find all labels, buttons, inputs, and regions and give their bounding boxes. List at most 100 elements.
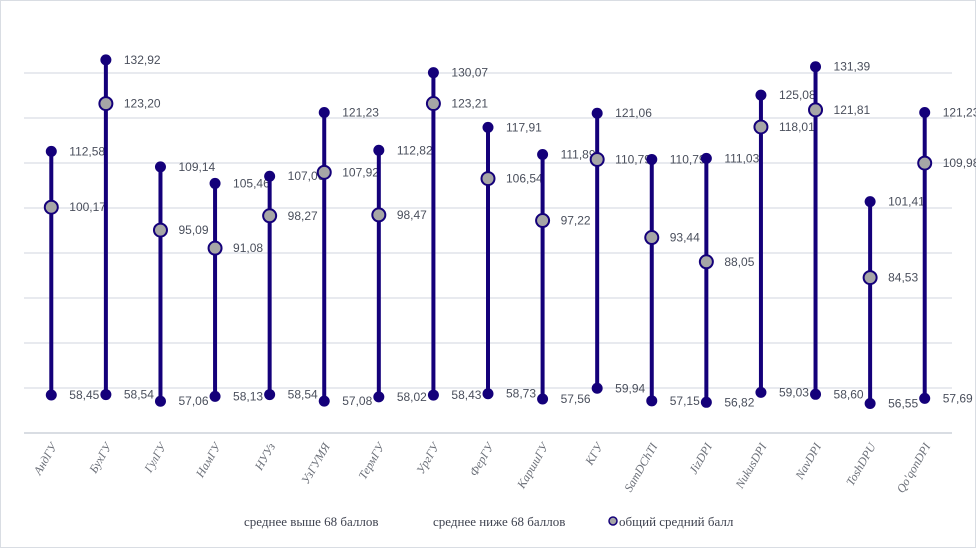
data-label-high: 110,79: [670, 152, 706, 166]
x-tick-label: АндГУ: [30, 439, 61, 478]
data-label-low: 57,56: [561, 392, 591, 406]
high-point: [810, 61, 822, 73]
data-label-mean: 100,17: [69, 200, 106, 214]
x-tick-label: NavDPI: [792, 440, 825, 483]
mean-point: [207, 240, 223, 256]
mean-point: [698, 254, 714, 270]
mean-point: [152, 222, 168, 238]
x-tick-label: ToshDPU: [843, 439, 879, 488]
data-label-low: 58,73: [506, 387, 536, 401]
data-label-high: 107,06: [288, 169, 325, 183]
mean-point: [43, 199, 59, 215]
x-tick-label: ТермГУ: [356, 439, 389, 482]
data-label-mean: 98,27: [288, 209, 318, 223]
data-label-high: 105,46: [233, 176, 270, 190]
data-label-low: 59,03: [779, 385, 809, 399]
high-point: [100, 54, 112, 66]
x-tick-label: ГулГУ: [141, 439, 170, 476]
data-label-mean: 118,01: [779, 120, 815, 134]
data-label-high: 121,23: [943, 105, 976, 119]
data-label-high: 111,03: [724, 151, 759, 165]
mean-point: [316, 164, 332, 180]
x-tick-label: ФерГУ: [467, 439, 498, 479]
data-label-high: 112,82: [397, 143, 433, 157]
data-label-low: 58,54: [288, 388, 318, 402]
data-label-mean: 110,79: [615, 152, 651, 166]
data-label-low: 58,45: [69, 388, 99, 402]
high-point: [427, 67, 439, 79]
x-tick-label: SamDChTI: [621, 440, 661, 495]
data-label-mean: 123,21: [451, 97, 488, 111]
x-tick-label: КГУ: [582, 439, 607, 468]
high-point: [209, 177, 221, 189]
mean-point: [862, 270, 878, 286]
x-tick-label: БухГУ: [86, 439, 116, 477]
data-label-high: 109,14: [178, 160, 215, 174]
data-label-high: 111,89: [561, 147, 596, 161]
data-label-low: 58,02: [397, 390, 427, 404]
mean-point: [917, 155, 933, 171]
data-label-low: 57,08: [342, 394, 372, 408]
data-label-high: 131,39: [834, 60, 871, 74]
data-label-mean: 98,47: [397, 208, 427, 222]
data-label-low: 56,82: [724, 395, 754, 409]
x-tick-label: УзГУМЯ: [298, 440, 333, 487]
mean-point: [480, 171, 496, 187]
mean-point: [753, 119, 769, 135]
data-label-mean: 93,44: [670, 231, 700, 245]
x-tick-label: JizDPI: [686, 440, 715, 477]
x-tick-label: NukusDPI: [732, 440, 770, 492]
data-label-low: 58,60: [834, 387, 864, 401]
high-point: [919, 106, 931, 118]
mean-point: [98, 96, 114, 112]
high-point: [154, 161, 166, 173]
low-point: [154, 395, 166, 407]
data-label-high: 101,41: [888, 195, 925, 209]
low-point: [810, 388, 822, 400]
data-label-mean: 91,08: [233, 241, 263, 255]
high-point: [755, 89, 767, 101]
legend-item-mean: общий средний балл: [619, 514, 734, 529]
low-point: [919, 392, 931, 404]
x-tick-label: НУУз: [251, 440, 278, 473]
data-label-mean: 107,92: [342, 165, 379, 179]
data-label-low: 58,43: [451, 388, 481, 402]
data-label-mean: 84,53: [888, 271, 918, 285]
low-point: [700, 396, 712, 408]
data-label-mean: 88,05: [724, 255, 754, 269]
data-label-high: 121,06: [615, 106, 652, 120]
data-label-high: 132,92: [124, 53, 161, 67]
x-tick-label: КаршиГУ: [514, 439, 553, 492]
x-tick-label: НамГУ: [192, 439, 224, 481]
low-point: [264, 389, 276, 401]
data-label-low: 59,94: [615, 381, 645, 395]
x-tick-label: Qo'qonDPI: [894, 440, 934, 496]
mean-point: [425, 96, 441, 112]
low-point: [646, 395, 658, 407]
high-point: [373, 144, 385, 156]
high-point: [264, 170, 276, 182]
low-point: [45, 389, 57, 401]
x-tick-label: УргГУ: [413, 439, 443, 476]
high-point: [591, 107, 603, 119]
high-point: [864, 196, 876, 208]
high-point: [45, 145, 57, 157]
legend-item-above-68: среднее выше 68 баллов: [244, 514, 379, 529]
mean-point: [644, 230, 660, 246]
data-label-low: 57,15: [670, 394, 700, 408]
low-point: [864, 398, 876, 410]
low-point: [427, 389, 439, 401]
legend: среднее выше 68 баллов среднее ниже 68 ба…: [244, 514, 734, 529]
data-label-low: 58,13: [233, 389, 263, 403]
high-point: [537, 148, 549, 160]
mean-point: [808, 102, 824, 118]
low-point: [591, 382, 603, 394]
mean-point: [589, 151, 605, 167]
data-label-mean: 109,98: [943, 156, 976, 170]
data-label-low: 58,54: [124, 388, 154, 402]
high-point: [646, 153, 658, 165]
legend-item-below-68: среднее ниже 68 баллов: [433, 514, 565, 529]
low-point: [100, 389, 112, 401]
data-label-mean: 97,22: [561, 214, 591, 228]
high-point: [318, 106, 330, 118]
